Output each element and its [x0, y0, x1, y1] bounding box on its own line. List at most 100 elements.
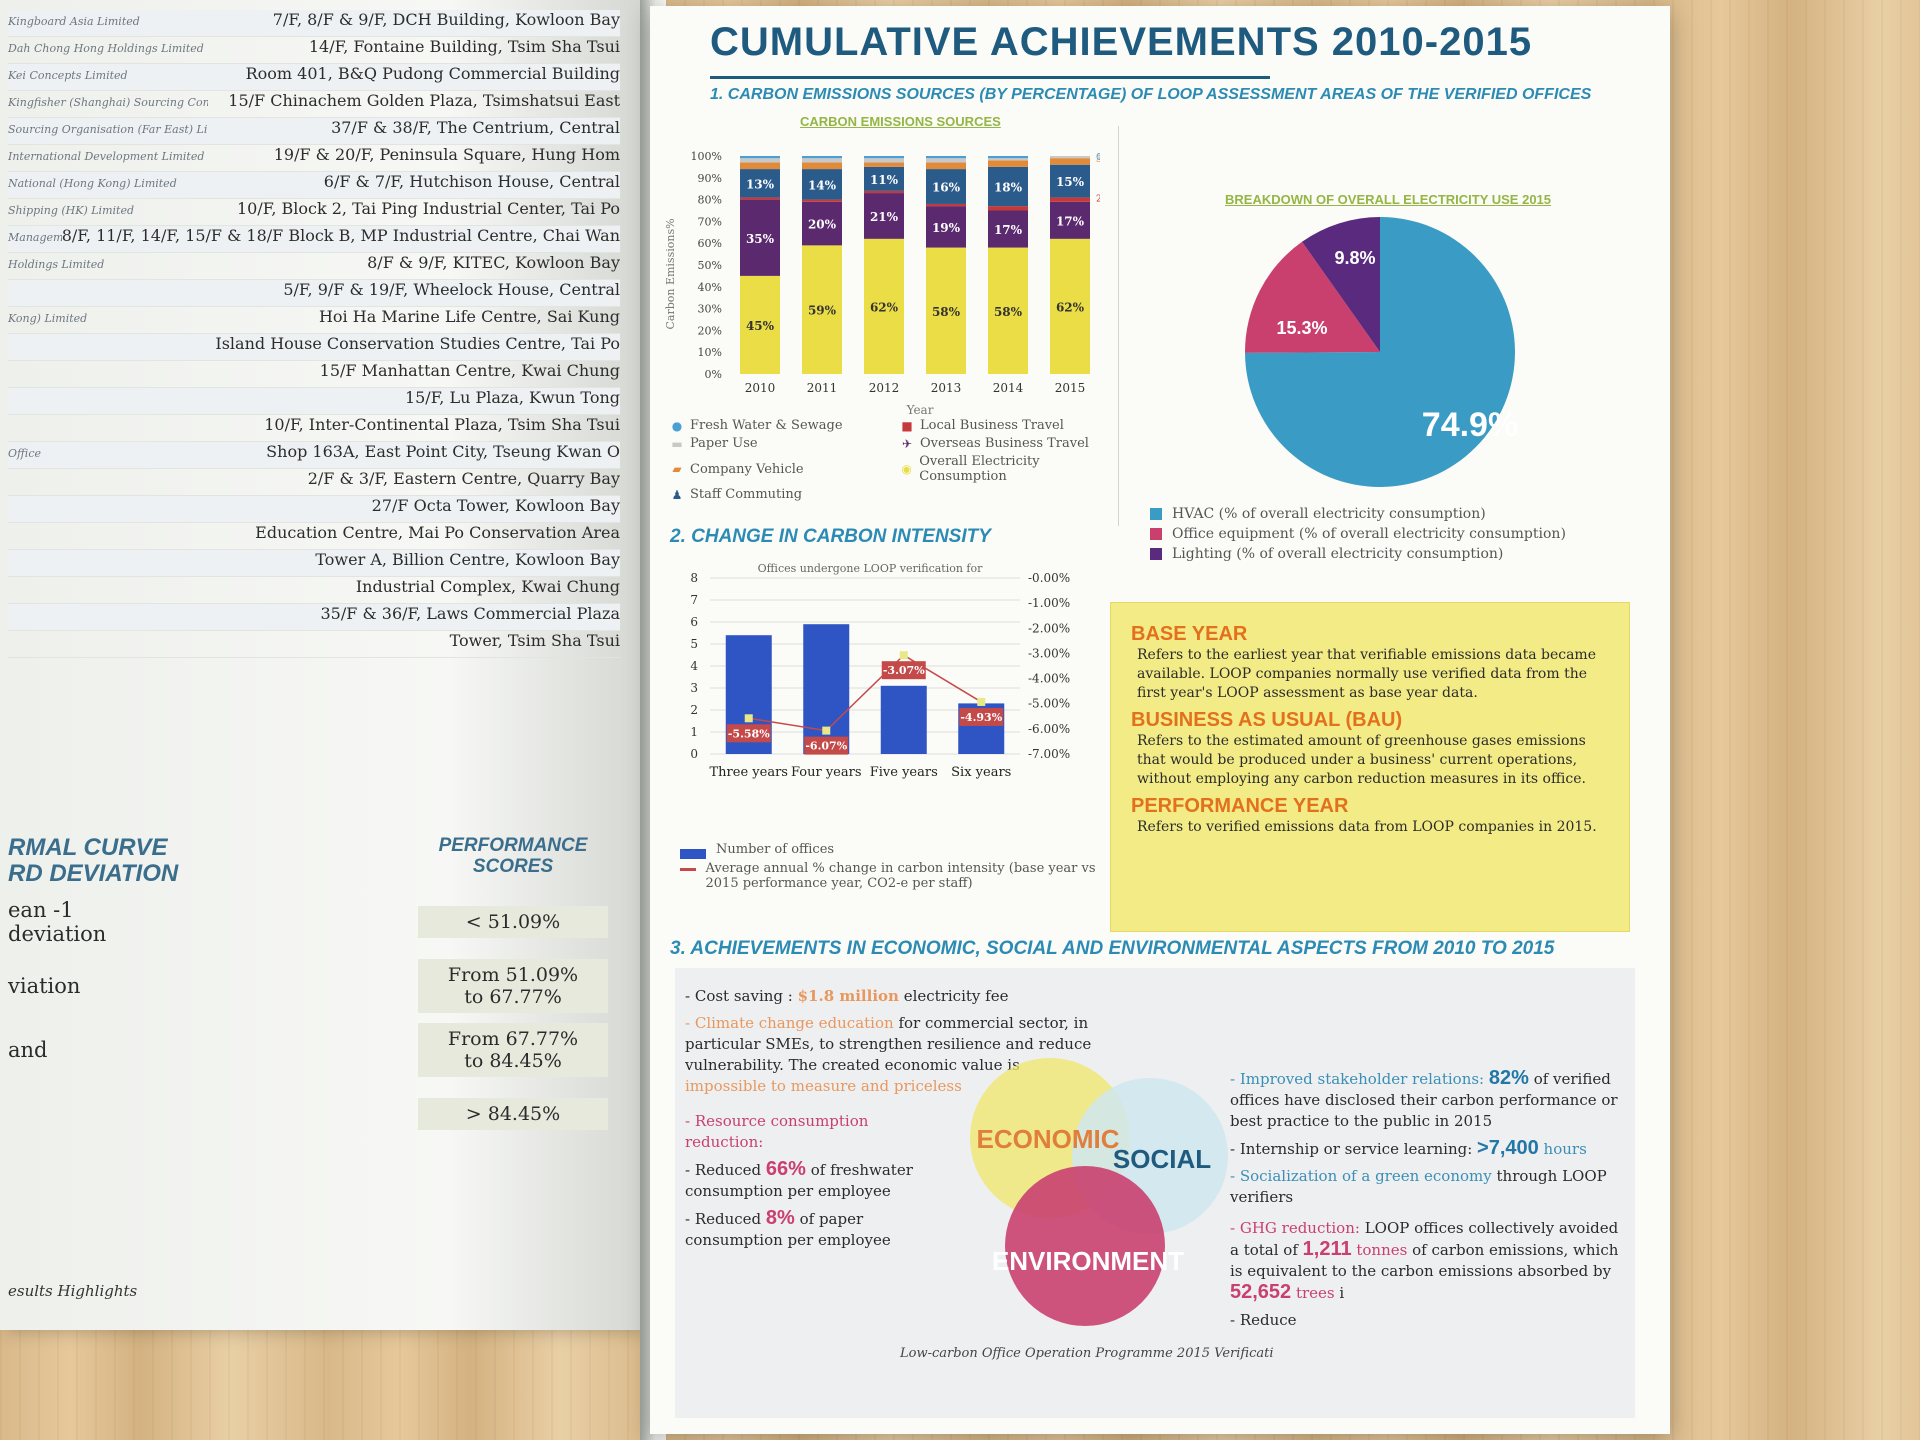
legend-item: ▬ Paper Use — [670, 436, 890, 451]
company-name: Kingboard Asia Limited — [8, 15, 140, 28]
bar-segment — [1050, 197, 1090, 202]
company-address: Education Centre, Mai Po Conservation Ar… — [255, 523, 620, 542]
venn-social-label: SOCIAL — [1113, 1144, 1211, 1174]
pie-legend-item: Office equipment (% of overall electrici… — [1150, 524, 1566, 544]
car-icon: ▰ — [672, 462, 682, 476]
pie-slice — [1245, 217, 1515, 487]
bar-segment — [988, 156, 1028, 159]
y-tick-label: 100% — [691, 150, 722, 163]
venn-economic-label: ECONOMIC — [977, 1124, 1120, 1154]
company-address: 27/F Octa Tower, Kowloon Bay — [371, 496, 620, 515]
bar-segment — [740, 158, 780, 163]
bar-segment — [802, 199, 842, 202]
definitions-box: BASE YEAR Refers to the earliest year tha… — [1110, 602, 1630, 932]
bar-segment — [988, 210, 1028, 248]
water-value: 66% — [765, 1158, 806, 1180]
line-point — [744, 714, 753, 723]
address-row: Tower, Tsim Sha Tsui — [8, 631, 620, 658]
x-tick-label: Six years — [951, 765, 1011, 780]
y-tick-label: 50% — [698, 259, 722, 272]
score-range-label: ean -1 deviation — [8, 898, 107, 946]
score-range-label: viation — [8, 974, 81, 998]
legend-label: Fresh Water & Sewage — [690, 418, 843, 433]
company-address: 14/F, Fontaine Building, Tsim Sha Tsui — [308, 37, 620, 56]
company-address: 6/F & 7/F, Hutchison House, Central — [323, 172, 620, 191]
legend-label: Staff Commuting — [690, 487, 803, 502]
bar-segment — [864, 166, 904, 191]
bar-swatch — [680, 849, 706, 859]
bar-segment — [740, 169, 780, 198]
bar-segment — [864, 238, 904, 374]
address-row: Shipping (HK) Limited 10/F, Block 2, Tai … — [8, 199, 620, 226]
cost-rest: electricity fee — [898, 987, 1009, 1005]
pie-legend-label: Lighting (% of overall electricity consu… — [1172, 546, 1504, 562]
section-2-title: 2. CHANGE IN CARBON INTENSITY — [670, 526, 991, 547]
score-row: ean -1 deviation < 51.09% — [8, 893, 608, 951]
ghg-unit: tonnes — [1351, 1241, 1408, 1259]
bar-data-label: 20% — [808, 218, 837, 232]
bar-data-label: 21% — [870, 210, 899, 224]
bar-segment — [802, 245, 842, 374]
y2-tick-label: -1.00% — [1028, 596, 1070, 610]
y-tick-label: 90% — [698, 172, 722, 185]
address-row: 10/F, Inter-Continental Plaza, Tsim Sha … — [8, 415, 620, 442]
y2-tick-label: -4.00% — [1028, 672, 1070, 686]
score-row: and From 67.77% to 84.45% — [8, 1021, 608, 1079]
ghg-text: LOOP offices collectively avoided a tota… — [1230, 1219, 1619, 1259]
company-name: Shipping (HK) Limited — [8, 204, 134, 217]
company-address: 35/F & 36/F, Laws Commercial Plaza — [320, 604, 621, 623]
address-row: Kingboard Asia Limited 7/F, 8/F & 9/F, DC… — [8, 10, 620, 37]
bar-data-label: 58% — [932, 305, 961, 319]
social-text: through LOOP verifiers — [1230, 1167, 1607, 1206]
bar-segment — [926, 169, 966, 204]
resource-reduction: - Resource consumption reduction: — [685, 1111, 945, 1153]
score-row: > 84.45% — [8, 1085, 608, 1143]
y-tick-label: 60% — [698, 237, 722, 250]
definition-text: Refers to the earliest year that verifia… — [1137, 647, 1596, 701]
bar-segment — [988, 206, 1028, 211]
pie-slice — [1302, 217, 1380, 352]
electricity-pie-chart: 74.9% 15.3% 9.8% — [1245, 217, 1518, 487]
y-tick-label: 5 — [690, 637, 698, 651]
company-address: 5/F, 9/F & 19/F, Wheelock House, Central — [283, 280, 620, 299]
company-address: 15/F Chinachem Golden Plaza, Tsimshatsui… — [228, 91, 620, 110]
carbon-intensity-chart: Offices undergone LOOP verification for 0… — [690, 562, 1070, 780]
ghg-more: i — [1334, 1284, 1345, 1302]
x-tick-label: Five years — [870, 765, 938, 780]
legend-item: Average annual % change in carbon intens… — [680, 861, 1100, 891]
line-data-label: -6.07% — [805, 740, 847, 753]
bar-segment — [802, 156, 842, 159]
chart1-legend: ● Fresh Water & Sewage ■ Local Business Tra… — [670, 418, 1120, 502]
bar-data-label: 15% — [1056, 175, 1085, 189]
legend-item: Number of offices — [680, 842, 1100, 859]
score-value: < 51.09% — [418, 906, 608, 938]
reduce-text: - Reduce — [1230, 1311, 1297, 1329]
company-address: Shop 163A, East Point City, Tseung Kwan … — [266, 442, 620, 461]
bar-segment — [740, 156, 780, 159]
paper-reduction: - Reduced 8% of paper consumption per em… — [685, 1208, 945, 1251]
bar-segment — [802, 169, 842, 200]
bar-small-label: 0% — [1096, 153, 1100, 163]
pie-legend-item: Lighting (% of overall electricity consu… — [1150, 544, 1566, 564]
title-rule — [710, 76, 1270, 79]
definition-text: Refers to verified emissions data from L… — [1137, 819, 1597, 835]
pie-slice-label: 74.9% — [1422, 406, 1518, 444]
company-address: Room 401, B&Q Pudong Commercial Building — [245, 64, 620, 83]
company-address: 8/F, 11/F, 14/F, 15/F & 18/F Block B, MP… — [61, 226, 620, 245]
section-1-title: 1. CARBON EMISSIONS SOURCES (BY PERCENTA… — [710, 86, 1592, 103]
legend-item: ✈ Overseas Business Travel — [900, 436, 1120, 451]
x-tick-label: 2011 — [807, 381, 838, 395]
bar-segment — [926, 158, 966, 163]
bar-segment — [864, 162, 904, 167]
legend-item: ▰ Company Vehicle — [670, 454, 890, 484]
y-tick-label: 0% — [705, 368, 722, 381]
chart2-subtitle: Offices undergone LOOP verification for — [758, 562, 984, 575]
bar-small-label: 3% — [1096, 155, 1100, 165]
legend-label: Overall Electricity Consumption — [919, 454, 1040, 484]
score-value: From 51.09% to 67.77% — [418, 959, 608, 1013]
address-row: 15/F, Lu Plaza, Kwun Tong — [8, 388, 620, 415]
social-environment-achievements: - Improved stakeholder relations: 82% of… — [1230, 1068, 1630, 1337]
bar-segment — [864, 158, 904, 163]
climate-text: for commercial sector, in particular SME… — [685, 1014, 1092, 1074]
water-b: of freshwater consumption per employee — [685, 1161, 913, 1200]
